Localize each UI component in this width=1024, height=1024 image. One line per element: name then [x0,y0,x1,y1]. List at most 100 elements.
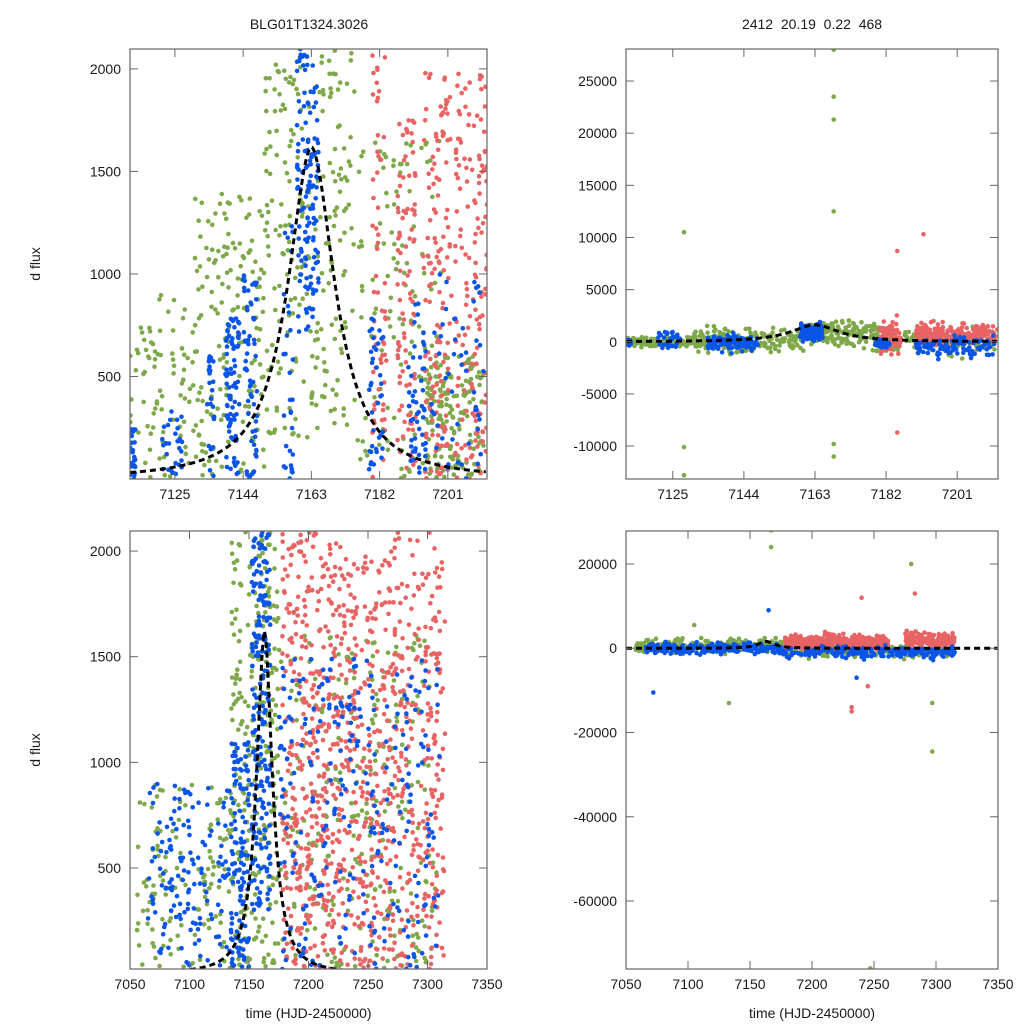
data-point [331,612,336,618]
data-point [315,320,321,326]
data-point [281,413,287,418]
data-point [291,430,296,436]
data-point [313,260,319,266]
data-point [290,795,295,801]
data-point [233,385,239,390]
data-point [408,726,414,731]
data-point [306,588,312,594]
data-point [874,348,879,354]
data-point [413,657,419,662]
data-point [346,159,352,164]
data-point [369,677,375,683]
data-point [388,665,394,670]
data-point [456,163,462,168]
data-point [307,179,312,185]
data-point [348,592,354,597]
data-point [372,887,378,892]
data-point [436,351,442,356]
data-point [469,361,474,367]
data-point [190,330,195,335]
data-point [324,904,329,909]
data-point [204,901,210,907]
data-point [151,944,157,949]
scatter-points [134,531,448,969]
data-point [277,233,282,238]
data-point [375,697,381,703]
data-point [243,403,248,409]
data-point [318,555,324,561]
data-point [381,965,387,969]
data-point [428,961,434,967]
data-point [932,332,937,337]
data-point [219,843,224,849]
data-point [251,337,257,343]
data-point [280,251,285,256]
data-point [343,680,349,686]
data-point [141,337,147,343]
data-point [397,121,402,127]
data-point [293,631,299,637]
data-point [392,889,397,894]
data-point [354,715,360,721]
data-point [693,343,698,349]
data-point [392,785,398,791]
data-point [240,719,245,724]
data-point [336,652,341,657]
data-point [296,167,301,172]
data-point [296,99,302,104]
data-point [375,875,381,880]
data-point [385,650,391,656]
data-point [326,281,332,286]
data-point [416,426,422,432]
data-point [378,911,384,917]
data-point [262,566,268,571]
x-tick-label: 7144 [728,486,759,502]
data-point [246,388,252,394]
data-point [392,556,397,561]
data-point [400,790,406,796]
data-point [234,911,239,917]
data-point [407,269,412,274]
data-point [343,206,349,211]
data-point [278,108,284,113]
data-point [375,149,380,154]
data-point [381,134,387,140]
data-point [426,171,432,177]
data-point [432,453,438,459]
data-point [305,139,311,145]
data-point [310,202,316,208]
data-point [354,643,359,648]
data-point [367,764,373,770]
data-point [237,241,243,246]
data-point [338,863,344,868]
data-point [160,878,166,883]
data-point [313,227,318,232]
data-point [235,745,240,751]
data-point [436,259,442,264]
data-point [481,167,487,172]
data-point [308,161,314,167]
data-point [304,291,310,297]
data-point [182,396,188,401]
data-point [412,376,418,381]
data-point [405,700,410,705]
data-point [412,202,418,207]
data-point [414,419,420,425]
data-point [252,357,257,363]
data-point [484,178,487,184]
data-point [314,185,319,190]
data-point [371,195,376,201]
data-point [358,877,363,882]
data-point [364,453,370,458]
data-point [230,240,236,246]
data-point [415,312,421,317]
data-point [246,212,252,217]
data-point [449,407,455,412]
data-point [345,764,351,769]
data-point [827,328,832,333]
data-point [420,460,426,466]
data-point [230,336,235,341]
data-point [268,808,274,814]
data-point [432,399,437,404]
data-point [426,893,431,899]
